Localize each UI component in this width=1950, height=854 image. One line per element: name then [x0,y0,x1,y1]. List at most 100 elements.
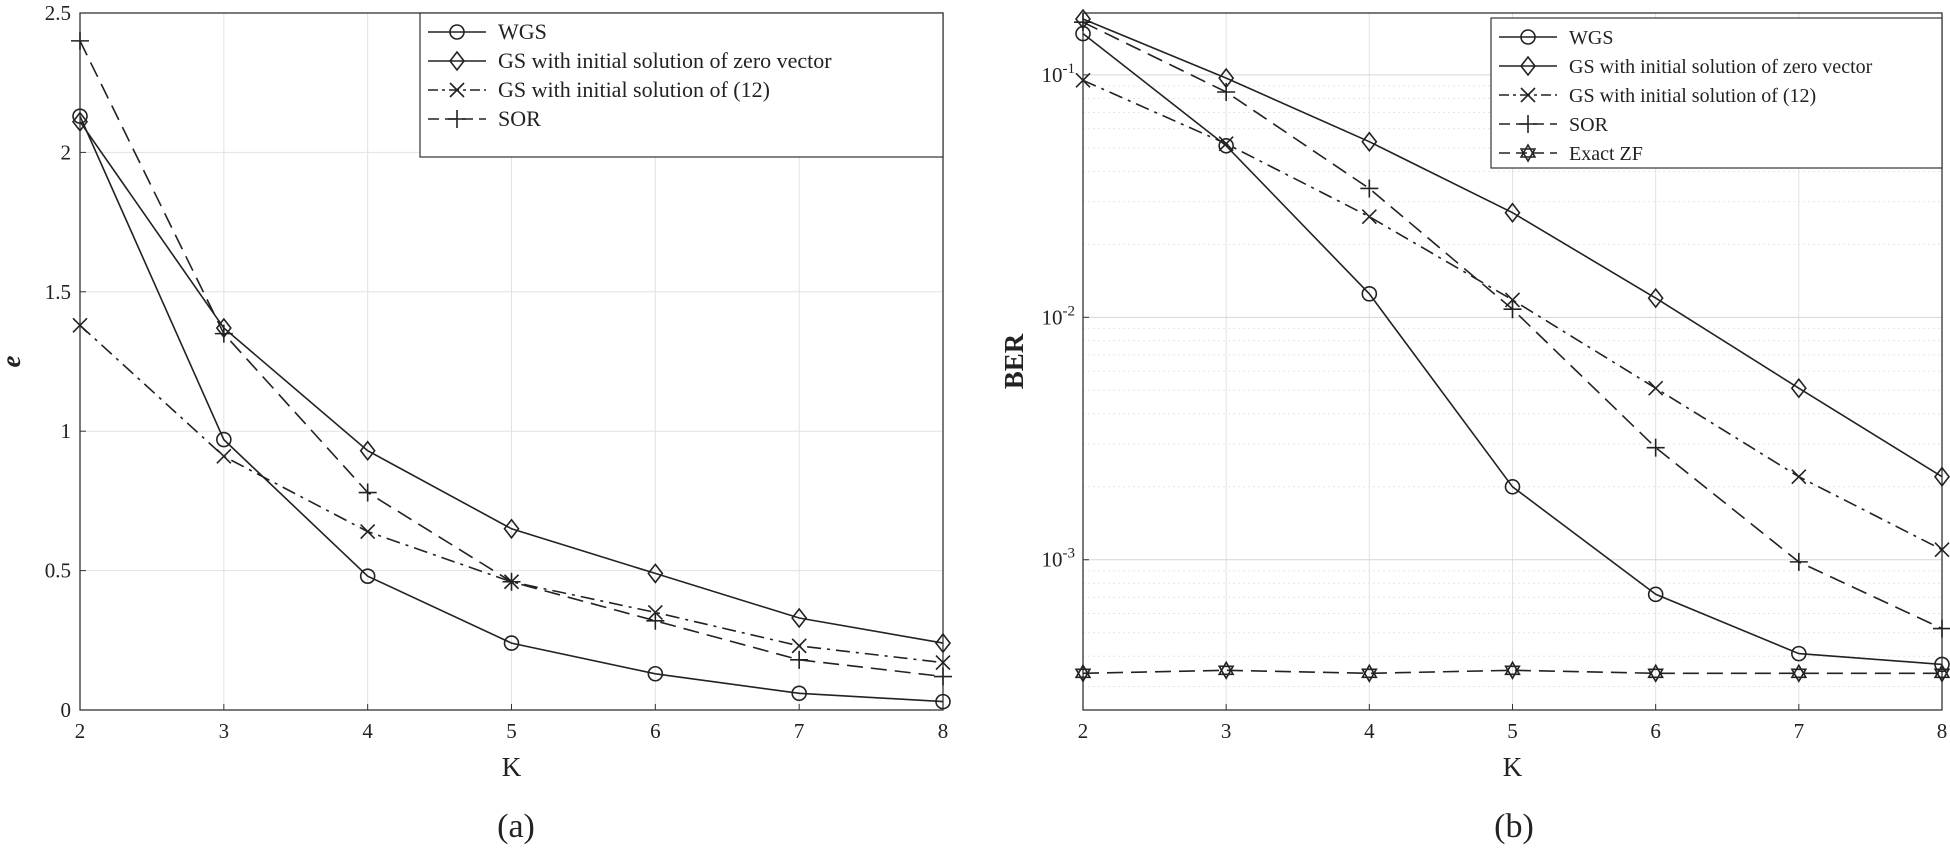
chart-b-ytick-label: 10-2 [1042,303,1076,329]
chart-a-series-3-point-4 [646,611,665,630]
chart-a-ytick-label: 2.5 [45,1,71,25]
chart-b-series-4-point-1 [1217,660,1235,680]
chart-b-series-4-point-0-up [1074,663,1092,679]
chart-b-series-0-point-2 [1361,286,1378,302]
chart-a-series-0-point-2 [359,568,376,584]
chart-a-series-0-point-0 [72,108,88,124]
chart-b-series-3-point-0 [1074,13,1092,32]
chart-a-series-0-point-6 [935,693,951,710]
chart-b-legend-label-3: SOR [1569,114,1609,136]
chart-b-series-1-point-3 [1504,202,1521,224]
panel-b-caption: (b) [1494,808,1534,845]
chart-a-series-0-point-4 [647,665,664,682]
chart-a-xtick-label: 4 [362,719,373,743]
chart-b-series-line-0 [1082,32,1943,666]
chart-b-x-axis-label: K [1503,752,1523,782]
chart-b-series-1-point-5 [1790,377,1807,399]
chart-b-xtick-label: 7 [1794,719,1805,743]
chart-b-series-4-point-2-down [1361,668,1378,683]
chart-a-xtick-label: 2 [75,719,86,743]
chart-a-ytick-label: 2 [61,140,72,164]
chart-b-xtick-label: 4 [1364,719,1375,743]
chart-b-legend-marker-4-up [1519,143,1537,158]
chart-b-series-3-point-2 [1360,179,1379,198]
chart-a-legend-label-1: GS with initial solution of zero vector [498,48,832,73]
chart-a-xtick-label: 3 [219,719,230,743]
chart-a-ytick-label: 0.5 [45,559,71,583]
chart-b-series-4-point-2-up [1361,663,1378,679]
chart-a-series-3-point-0 [71,31,89,50]
chart-a-ytick-label: 1.5 [45,280,71,304]
chart-a-series-1-point-4 [647,563,664,584]
chart-a-legend-label-2: GS with initial solution of (12) [498,77,770,102]
chart-b-series-4-point-3-up [1504,660,1521,676]
chart-b-series-3-point-3 [1503,300,1522,319]
chart-b-series-4-point-6 [1933,663,1950,683]
chart-a-legend-marker-3 [448,110,466,128]
chart-b-series-1-point-4 [1647,287,1664,309]
chart-b-series-4-point-6-up [1933,663,1950,679]
chart-b-legend-label-4: Exact ZF [1569,143,1643,165]
chart-a-series-3-point-1 [214,324,233,343]
chart-b-series-0-point-6 [1934,656,1950,673]
panel-a-caption: (a) [497,808,535,845]
chart-b-series-4-point-5 [1790,663,1808,683]
chart-b-series-0-point-3 [1504,478,1521,495]
chart-a-ytick-label: 0 [61,698,72,722]
chart-a-legend-marker-2 [449,82,465,98]
chart-b-legend-marker-4 [1519,143,1537,163]
chart-a-legend-marker-1 [448,50,466,72]
chart-b-series-line-1 [1082,18,1943,478]
chart-b-series-3-point-5 [1789,552,1808,571]
chart-b-series-3-point-1 [1217,82,1236,101]
chart-b-series-4-point-4 [1647,663,1664,683]
chart-b-series-0-point-4 [1647,586,1664,603]
chart-b-xtick-label: 5 [1507,719,1518,743]
chart-a-series-1-point-6 [934,632,952,654]
chart-a-series-3-point-3 [502,572,521,591]
chart-b-series-4-point-3 [1504,660,1521,680]
chart-b-xtick-label: 3 [1221,719,1232,743]
chart-a-xtick-label: 8 [938,719,949,743]
chart-b-series-1-point-6 [1933,466,1950,488]
chart-a-xtick-label: 5 [506,719,517,743]
chart-a-series-1-point-3 [503,518,520,540]
chart-b-series-2-point-5 [1791,469,1807,485]
chart-b-series-4-point-1-up [1217,660,1235,676]
chart-b-legend-box [1490,17,1943,169]
chart-panel-b: 2 3 4 5 6 7 8 10-3 10-2 10-1 K BER WGS GS with initia… [999,8,1950,782]
chart-b-y-axis-label: BER [999,333,1029,389]
chart-b-series-4-point-6-down [1933,668,1950,683]
chart-a-series-0-point-3 [503,635,520,651]
chart-a-series-line-0 [79,115,944,703]
chart-a-series-0-point-5 [791,685,807,702]
chart-a-series-3-point-6 [934,667,952,686]
chart-a-legend-marker-0 [449,24,465,40]
chart-b-series-2-point-1 [1218,136,1234,152]
chart-b-xtick-label: 8 [1937,719,1948,743]
chart-panel-a: 2 3 4 5 6 7 8 0 0.5 1 1.5 2 2.5 Ke WGS GS with initial … [0,1,952,782]
chart-b-series-0-point-5 [1791,645,1807,662]
chart-b-legend-marker-2 [1520,87,1536,103]
chart-b-series-0-point-1 [1218,137,1234,154]
chart-b-ytick-label: 10-1 [1042,61,1076,87]
chart-b-series-4-point-0-down [1074,668,1092,683]
chart-a-series-1-point-5 [791,607,808,629]
chart-b-legend-marker-1 [1519,55,1537,77]
chart-b-series-3-point-6 [1933,619,1950,638]
chart-a-legend-label-3: SOR [498,106,541,131]
chart-b-ytick-label: 10-3 [1042,546,1076,572]
chart-b-series-4-point-1-down [1217,665,1235,680]
chart-a-series-2-point-2 [360,524,376,540]
chart-a-series-2-point-0 [72,317,88,333]
chart-b-xtick-label: 6 [1650,719,1661,743]
chart-a-series-1-point-2 [359,440,376,462]
chart-b-legend-marker-0 [1520,29,1536,45]
chart-a-series-1-point-0 [71,111,89,133]
chart-a-x-axis-label: K [502,752,522,782]
chart-a-legend-label-0: WGS [498,19,547,44]
chart-b-series-4-point-0 [1074,663,1092,683]
chart-a-series-3-point-2 [358,483,377,502]
chart-b-series-3-point-4 [1646,438,1665,457]
